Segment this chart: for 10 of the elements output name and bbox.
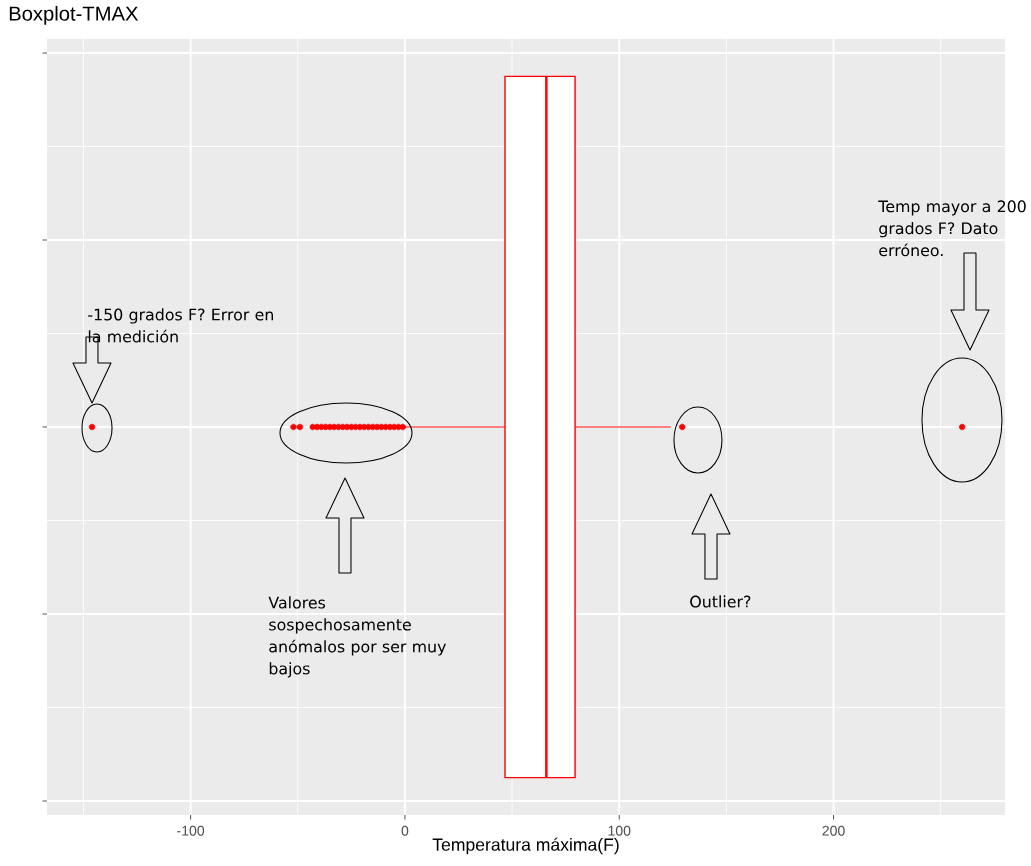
annotation: -150 grados F? Error en la medición xyxy=(88,308,273,343)
chart-title: Boxplot-TMAX xyxy=(9,5,139,25)
x-tick-label: 0 xyxy=(401,825,409,836)
annotation: Outlier? xyxy=(690,595,751,608)
x-tick-label: 200 xyxy=(822,825,845,836)
annotation: Temp mayor a 200 grados F? Dato erróneo. xyxy=(878,200,1026,257)
x-tick-label: 100 xyxy=(608,825,631,836)
annotation: Valores sospechosamente anómalos por ser muy bajos xyxy=(268,596,446,678)
x-axis-title: Temperatura máxima(F) xyxy=(432,837,619,855)
x-tick-label: -100 xyxy=(177,825,205,836)
